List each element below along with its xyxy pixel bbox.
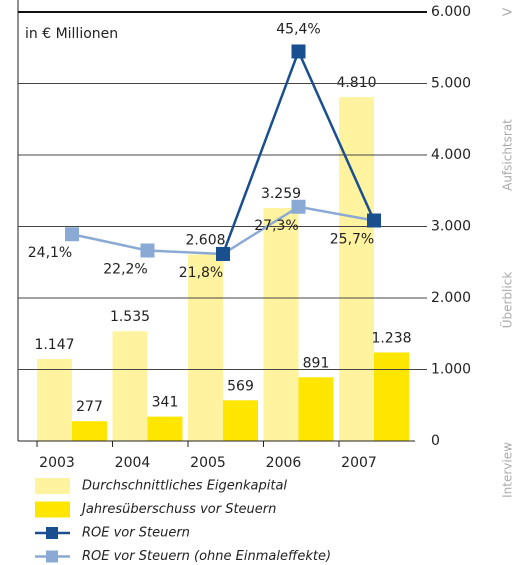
legend-label: Durchschnittliches Eigenkapital <box>82 479 287 494</box>
y-tick-label: 5.000 <box>431 76 471 92</box>
value-label: 1.238 <box>371 330 411 346</box>
value-label: 21,8% <box>179 265 223 281</box>
value-label: 341 <box>152 395 179 411</box>
bar <box>223 400 258 441</box>
value-label: 1.535 <box>110 309 150 325</box>
value-label: 25,7% <box>330 231 374 247</box>
x-tick-label: 2004 <box>115 455 151 471</box>
bar <box>72 421 107 441</box>
side-tab: V <box>501 7 515 16</box>
value-label: 24,1% <box>28 245 72 261</box>
bar <box>112 331 148 441</box>
value-label: 27,3% <box>254 218 298 234</box>
value-label: 891 <box>303 355 330 371</box>
marker <box>367 213 381 228</box>
legend-swatch <box>35 501 70 518</box>
marker <box>65 227 79 242</box>
bar <box>188 254 223 441</box>
value-label: 569 <box>227 378 254 394</box>
y-tick-label: 4.000 <box>431 147 471 163</box>
y-tick-label: 6.000 <box>431 4 471 20</box>
value-label: 2.608 <box>185 233 225 249</box>
bar <box>339 97 374 442</box>
legend-label: ROE vor Steuern (ohne Einmaleffekte) <box>82 549 331 564</box>
value-label: 1.147 <box>34 337 74 353</box>
bar <box>37 358 72 441</box>
side-tab: Interview <box>501 442 515 498</box>
legend-label: ROE vor Steuern <box>82 526 190 541</box>
marker <box>291 199 306 214</box>
bar <box>298 377 334 441</box>
legend-swatch <box>35 478 70 494</box>
value-label: 22,2% <box>103 262 147 278</box>
marker <box>291 44 306 59</box>
value-label: 277 <box>76 399 103 415</box>
y-tick-label: 0 <box>431 433 440 449</box>
value-label: 45,4% <box>276 21 320 37</box>
y-tick-label: 1.000 <box>431 362 471 378</box>
bar <box>374 352 409 441</box>
legend-label: Jahresüberschuss vor Steuern <box>79 502 276 517</box>
bar <box>263 207 299 441</box>
y-tick-label: 2.000 <box>431 290 471 306</box>
y-tick-label: 3.000 <box>431 219 471 235</box>
legend-marker <box>46 527 58 539</box>
side-tab: Überblick <box>499 272 515 329</box>
x-tick-label: 2007 <box>341 455 377 471</box>
side-tab: Aufsichtsrat <box>501 119 515 191</box>
bar <box>147 416 183 441</box>
legend-marker <box>46 550 58 563</box>
value-label: 3.259 <box>261 186 301 202</box>
unit-label: in € Millionen <box>25 26 118 42</box>
x-tick-label: 2003 <box>39 455 75 471</box>
x-tick-label: 2006 <box>266 455 302 471</box>
marker <box>140 243 155 258</box>
x-tick-label: 2005 <box>190 455 226 471</box>
marker <box>216 246 230 261</box>
